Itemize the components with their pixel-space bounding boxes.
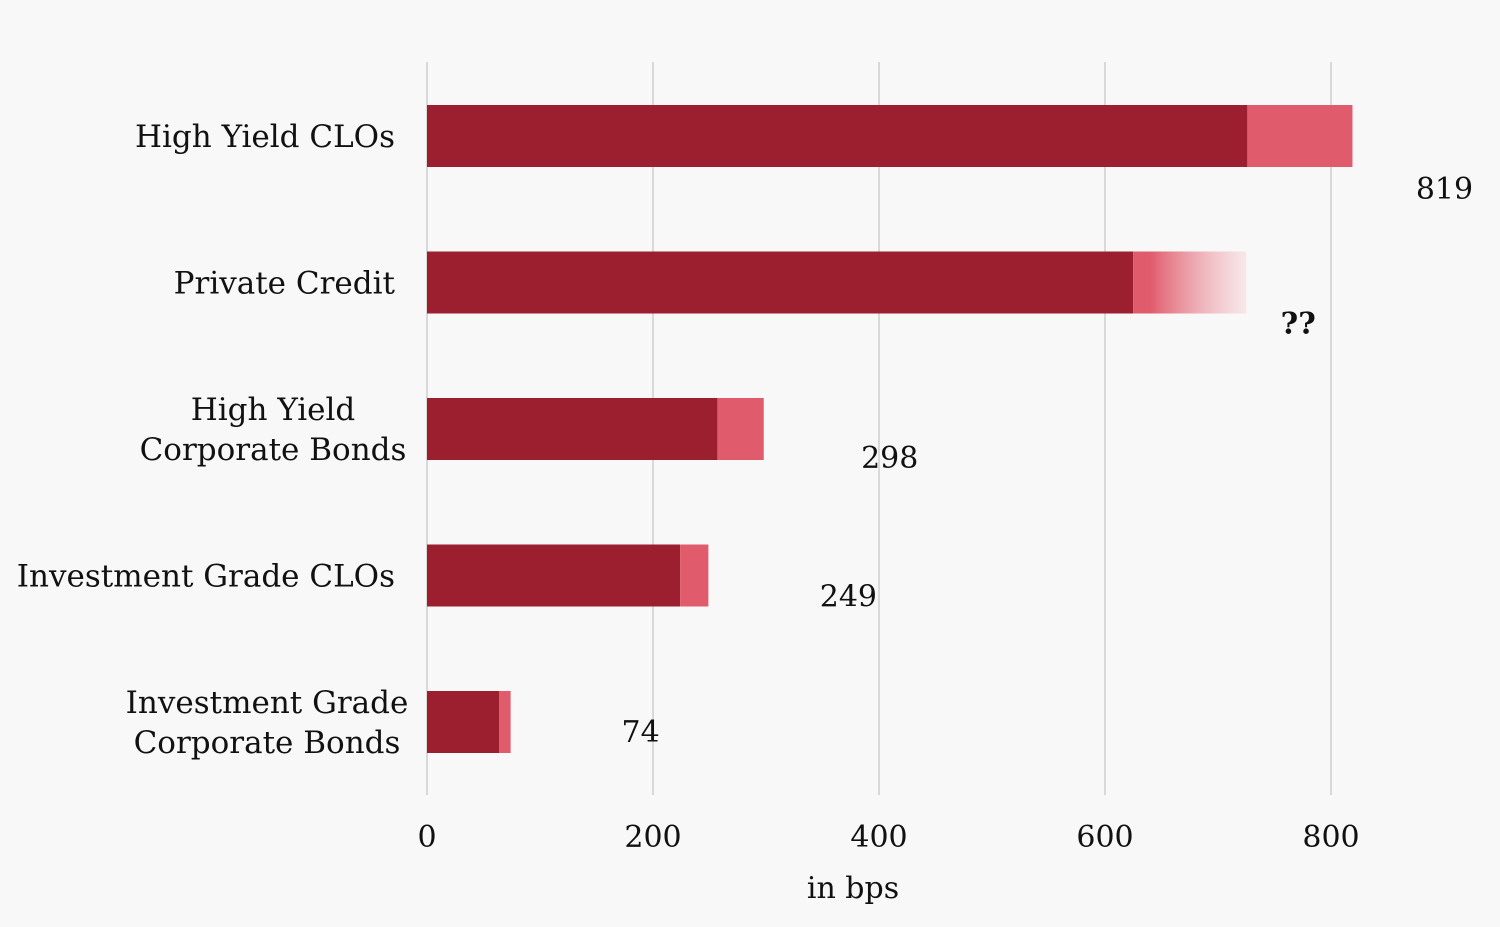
category-label: Investment Grade CLOs: [17, 559, 395, 595]
value-label: 819: [1416, 172, 1473, 207]
bars: [427, 105, 1353, 753]
category-label: Investment Grade: [126, 685, 409, 721]
value-label: 249: [820, 580, 877, 615]
x-tick-label: 200: [624, 820, 681, 855]
category-label: High Yield: [191, 392, 356, 428]
category-label: Corporate Bonds: [140, 432, 407, 468]
category-label: High Yield CLOs: [135, 119, 395, 155]
category-label: Corporate Bonds: [134, 725, 401, 761]
bar-segment-secondary: [499, 691, 511, 753]
category-label: Private Credit: [174, 266, 396, 302]
bar-segment-primary: [427, 251, 1134, 314]
bar-segment-secondary: [680, 544, 709, 607]
bar-segment-secondary: [717, 398, 764, 460]
value-label: 74: [622, 715, 660, 750]
value-label: ??: [1281, 307, 1316, 342]
x-tick-label: 800: [1302, 820, 1359, 855]
gridlines: [426, 62, 1332, 795]
x-axis-title: in bps: [807, 871, 899, 906]
x-tick-label: 400: [850, 820, 907, 855]
x-tick-label: 600: [1076, 820, 1133, 855]
bar-segment-primary: [427, 544, 681, 607]
value-label: 298: [861, 441, 918, 476]
bar-segment-secondary: [1133, 251, 1247, 314]
x-tick-label: 0: [417, 820, 436, 855]
labels: 0 200 400 600 800 High Yield CLOs 819 Private C…: [17, 119, 1473, 855]
bar-segment-primary: [427, 691, 500, 753]
bar-segment-primary: [427, 398, 718, 460]
bar-segment-secondary: [1247, 105, 1353, 167]
bar-segment-primary: [427, 105, 1248, 167]
